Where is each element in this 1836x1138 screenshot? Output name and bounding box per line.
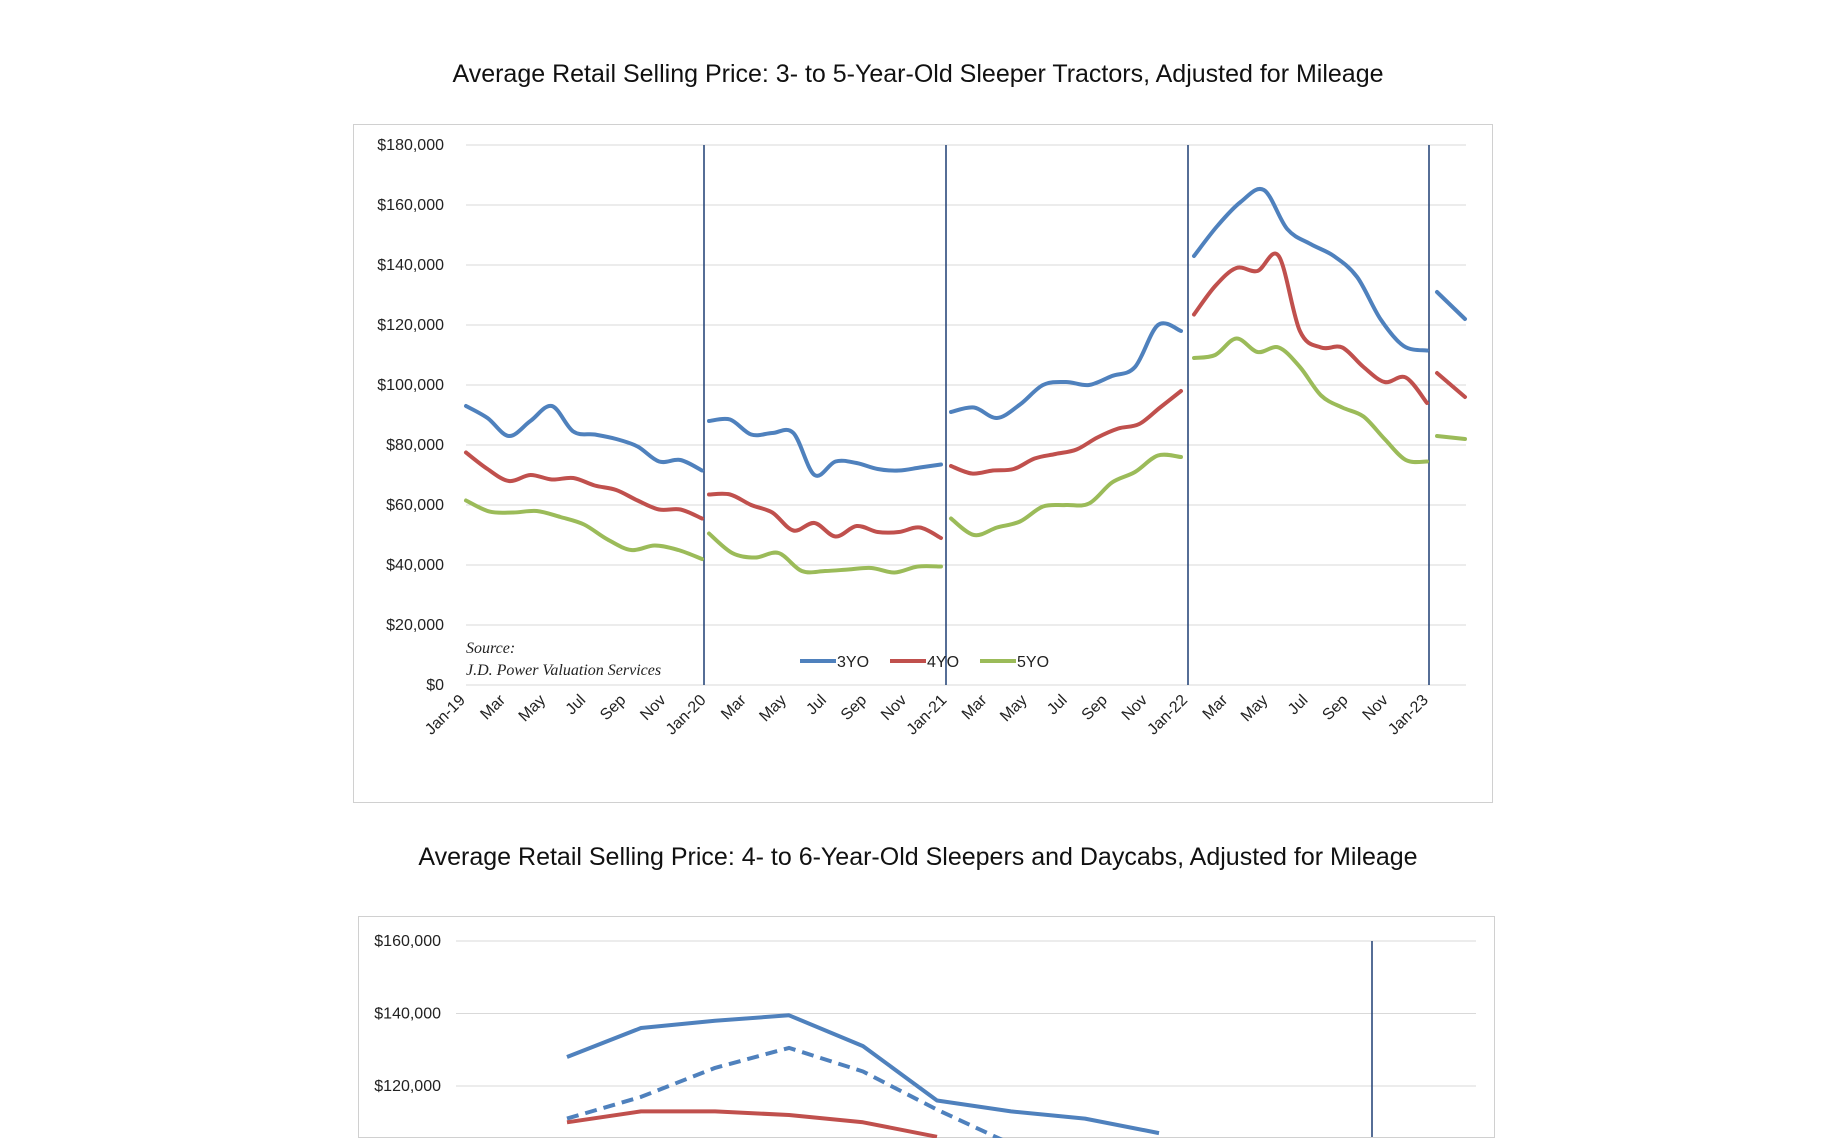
series-line-5yo [1192, 336, 1429, 465]
x-tick-label: May [756, 692, 789, 725]
x-tick-label: Jan-19 [422, 692, 469, 739]
series-line-4yo [707, 491, 943, 540]
series-line-3yo [1192, 186, 1429, 353]
legend-label-3yo: 3YO [837, 654, 869, 671]
chart-2-plot: $120,000 $140,000 $160,000 [374, 933, 1476, 1138]
x-tick-label: May [997, 692, 1030, 725]
x-tick-label: Nov [1360, 692, 1392, 724]
x-tick-label: Jan-21 [904, 692, 951, 739]
x-tick-label: Jan-20 [663, 692, 710, 739]
x-tick-label: Jan-23 [1385, 692, 1432, 739]
y-tick-label: $140,000 [374, 1006, 441, 1023]
series-line-3yo [707, 416, 943, 478]
x-tick-label: Sep [838, 692, 870, 724]
x-tick-label: May [1238, 692, 1271, 725]
y-tick-label: $20,000 [386, 617, 444, 634]
chart-2-frame: $120,000 $140,000 $160,000 [358, 916, 1495, 1138]
y-tick-label: $120,000 [377, 317, 444, 334]
series-line-2 [566, 1045, 1003, 1138]
chart-1-plot: $0 $20,000 $40,000 $60,000 $80,000 $100,000 $1… [377, 137, 1467, 739]
chart-1-title: Average Retail Selling Price: 3- to 5-Ye… [452, 60, 1384, 88]
y-tick-label: $160,000 [374, 933, 441, 950]
y-tick-label: $180,000 [377, 137, 444, 154]
series-line-5yo [707, 531, 943, 575]
series-line-5yo [1435, 434, 1467, 441]
series-line-3yo [949, 321, 1183, 420]
source-label: Source: [466, 640, 515, 657]
series-line-3yo [1435, 290, 1467, 321]
y-tick-label: $160,000 [377, 197, 444, 214]
legend-label-5yo: 5YO [1017, 654, 1049, 671]
x-tick-label: Nov [637, 692, 669, 724]
series-line-3yo [464, 403, 704, 473]
x-tick-label: Nov [878, 692, 910, 724]
y-tick-label: $0 [426, 677, 444, 694]
chart-1-frame: $0 $20,000 $40,000 $60,000 $80,000 $100,000 $1… [353, 124, 1493, 803]
x-tick-label: Mar [718, 691, 750, 723]
x-tick-label: Jan-22 [1144, 692, 1191, 739]
x-tick-label: Jul [803, 692, 829, 718]
x-tick-label: Mar [959, 691, 991, 723]
x-tick-label: Jul [563, 692, 589, 718]
series-line-4yo [949, 389, 1183, 476]
x-tick-label: May [516, 692, 549, 725]
series-line-4yo [1435, 371, 1467, 399]
series-line-3 [566, 1109, 938, 1138]
x-tick-label: Mar [1200, 691, 1232, 723]
x-tick-label: Mar [477, 691, 509, 723]
y-tick-label: $100,000 [377, 377, 444, 394]
y-tick-label: $140,000 [377, 257, 444, 274]
source-text: J.D. Power Valuation Services [466, 662, 661, 679]
x-tick-label: Sep [1319, 692, 1351, 724]
x-tick-label: Jul [1044, 692, 1070, 718]
x-tick-label: Jul [1285, 692, 1311, 718]
series-line-5yo [949, 452, 1183, 538]
y-tick-label: $80,000 [386, 437, 444, 454]
legend-label-4yo: 4YO [927, 654, 959, 671]
x-tick-label: Sep [597, 692, 629, 724]
y-tick-label: $40,000 [386, 557, 444, 574]
series-line-1 [566, 1013, 1160, 1136]
y-tick-label: $120,000 [374, 1078, 441, 1095]
x-tick-label: Nov [1119, 692, 1151, 724]
y-tick-label: $60,000 [386, 497, 444, 514]
chart-2-title: Average Retail Selling Price: 4- to 6-Ye… [418, 843, 1418, 871]
series-line-4yo [464, 450, 704, 521]
series-line-4yo [1192, 251, 1429, 405]
x-tick-label: Sep [1079, 692, 1111, 724]
series-line-5yo [464, 498, 704, 561]
